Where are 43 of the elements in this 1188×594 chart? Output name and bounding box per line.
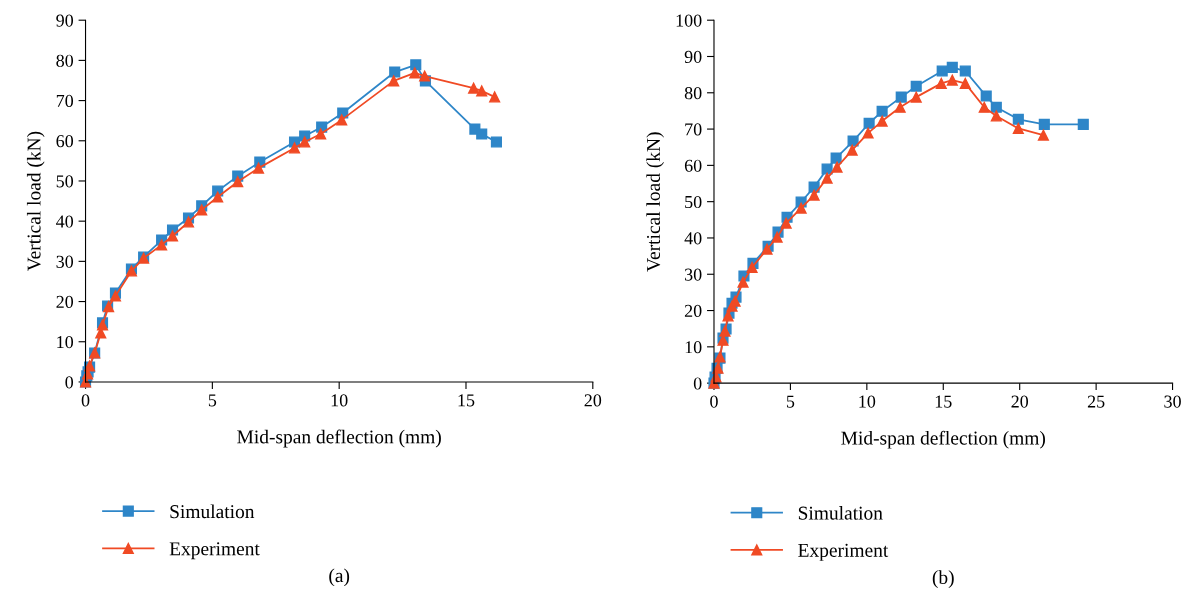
- y-tick-label: 40: [56, 215, 74, 228]
- y-tick-label: 10: [685, 341, 702, 354]
- y-tick-label: 20: [56, 295, 74, 308]
- y-tick-label: 70: [685, 123, 702, 136]
- x-tick-label: 15: [935, 395, 952, 408]
- x-tick-label: 5: [786, 395, 795, 408]
- legend-label: Simulation: [798, 506, 883, 520]
- x-tick-label: 5: [208, 394, 217, 407]
- x-tick-label: 20: [1011, 395, 1029, 408]
- y-tick-label: 60: [56, 135, 74, 148]
- legend-label: Simulation: [170, 504, 255, 519]
- y-tick-label: 10: [57, 336, 74, 349]
- y-tick-label: 80: [684, 87, 702, 100]
- x-axis-title: Mid-span deflection (mm): [841, 430, 1046, 449]
- legend-label: Experiment: [169, 542, 260, 560]
- y-tick-label: 100: [676, 14, 702, 27]
- y-tick-label: 40: [684, 232, 702, 245]
- y-tick-label: 60: [684, 159, 702, 172]
- x-tick-label: 20: [584, 394, 602, 407]
- y-tick-label: 70: [56, 94, 74, 108]
- x-tick-label: 0: [710, 395, 718, 408]
- y-tick-label: 0: [693, 377, 702, 390]
- text: (b): [932, 570, 954, 588]
- text: (a): [329, 568, 350, 587]
- y-tick-label: 50: [685, 195, 702, 209]
- y-tick-label: 20: [684, 304, 702, 317]
- y-axis-title: Vertical load (kN): [646, 132, 664, 272]
- y-tick-label: 30: [684, 268, 702, 281]
- y-axis-title: Vertical load (kN): [26, 131, 45, 272]
- x-tick-label: 15: [458, 394, 475, 407]
- legend-label: Experiment: [798, 543, 889, 561]
- y-tick-label: 30: [56, 255, 74, 268]
- y-tick-label: 0: [65, 376, 74, 389]
- y-tick-label: 90: [56, 14, 74, 27]
- y-tick-label: 50: [56, 175, 74, 188]
- x-tick-label: 10: [331, 394, 348, 407]
- x-tick-label: 10: [859, 395, 876, 408]
- x-tick-label: 30: [1164, 395, 1181, 408]
- x-tick-label: 0: [81, 394, 90, 407]
- x-axis-title: Mid-span deflection (mm): [237, 429, 441, 448]
- y-tick-label: 80: [56, 54, 74, 67]
- x-tick-label: 25: [1087, 395, 1105, 408]
- y-tick-label: 90: [684, 50, 702, 63]
